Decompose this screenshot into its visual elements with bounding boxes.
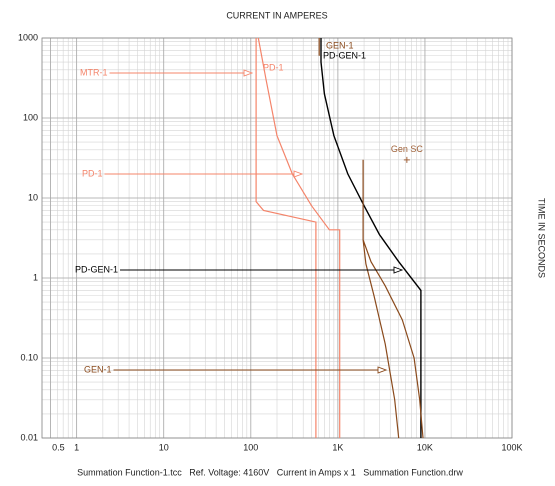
x-tick-label: 0.5 — [52, 442, 65, 452]
y-tick-label: 0.01 — [20, 432, 38, 442]
plot-frame — [41, 37, 513, 439]
y-tick-label: 100 — [23, 112, 38, 122]
curve — [320, 38, 422, 438]
arrow-head — [393, 266, 404, 274]
curve-label: GEN-1 — [326, 40, 354, 50]
curve-label: GEN-1 — [84, 364, 112, 374]
arrow-head — [377, 366, 388, 374]
curve — [257, 37, 341, 438]
curve-label: PD-1 — [263, 62, 284, 72]
x-tick-label: 100K — [501, 442, 522, 452]
curve-label: PD-1 — [82, 168, 103, 178]
y-tick-label: 10 — [28, 192, 38, 202]
arrow-head — [293, 170, 304, 178]
curve-label: PD-GEN-1 — [323, 50, 366, 60]
curve-label: PD-GEN-1 — [75, 264, 118, 274]
curve — [255, 38, 317, 438]
y-tick-label: 0.10 — [20, 352, 38, 362]
y-axis-label: TIME IN SECONDS — [537, 198, 547, 278]
x-tick-label: 10K — [417, 442, 433, 452]
point-marker — [403, 156, 410, 163]
y-tick-label: 1000 — [18, 32, 38, 42]
arrow-head — [243, 69, 254, 77]
x-tick-label: 10 — [159, 442, 169, 452]
x-tick-label: 1 — [74, 442, 79, 452]
y-tick-label: 1 — [33, 272, 38, 282]
chart-title: CURRENT IN AMPERES — [226, 10, 327, 20]
footer: Summation Function-1.tcc Ref. Voltage: 4… — [77, 467, 463, 477]
point-label: Gen SC — [391, 144, 424, 154]
x-tick-label: 1K — [332, 442, 343, 452]
curve — [318, 38, 424, 439]
x-tick-label: 100 — [243, 442, 258, 452]
curve-label: MTR-1 — [80, 67, 108, 77]
